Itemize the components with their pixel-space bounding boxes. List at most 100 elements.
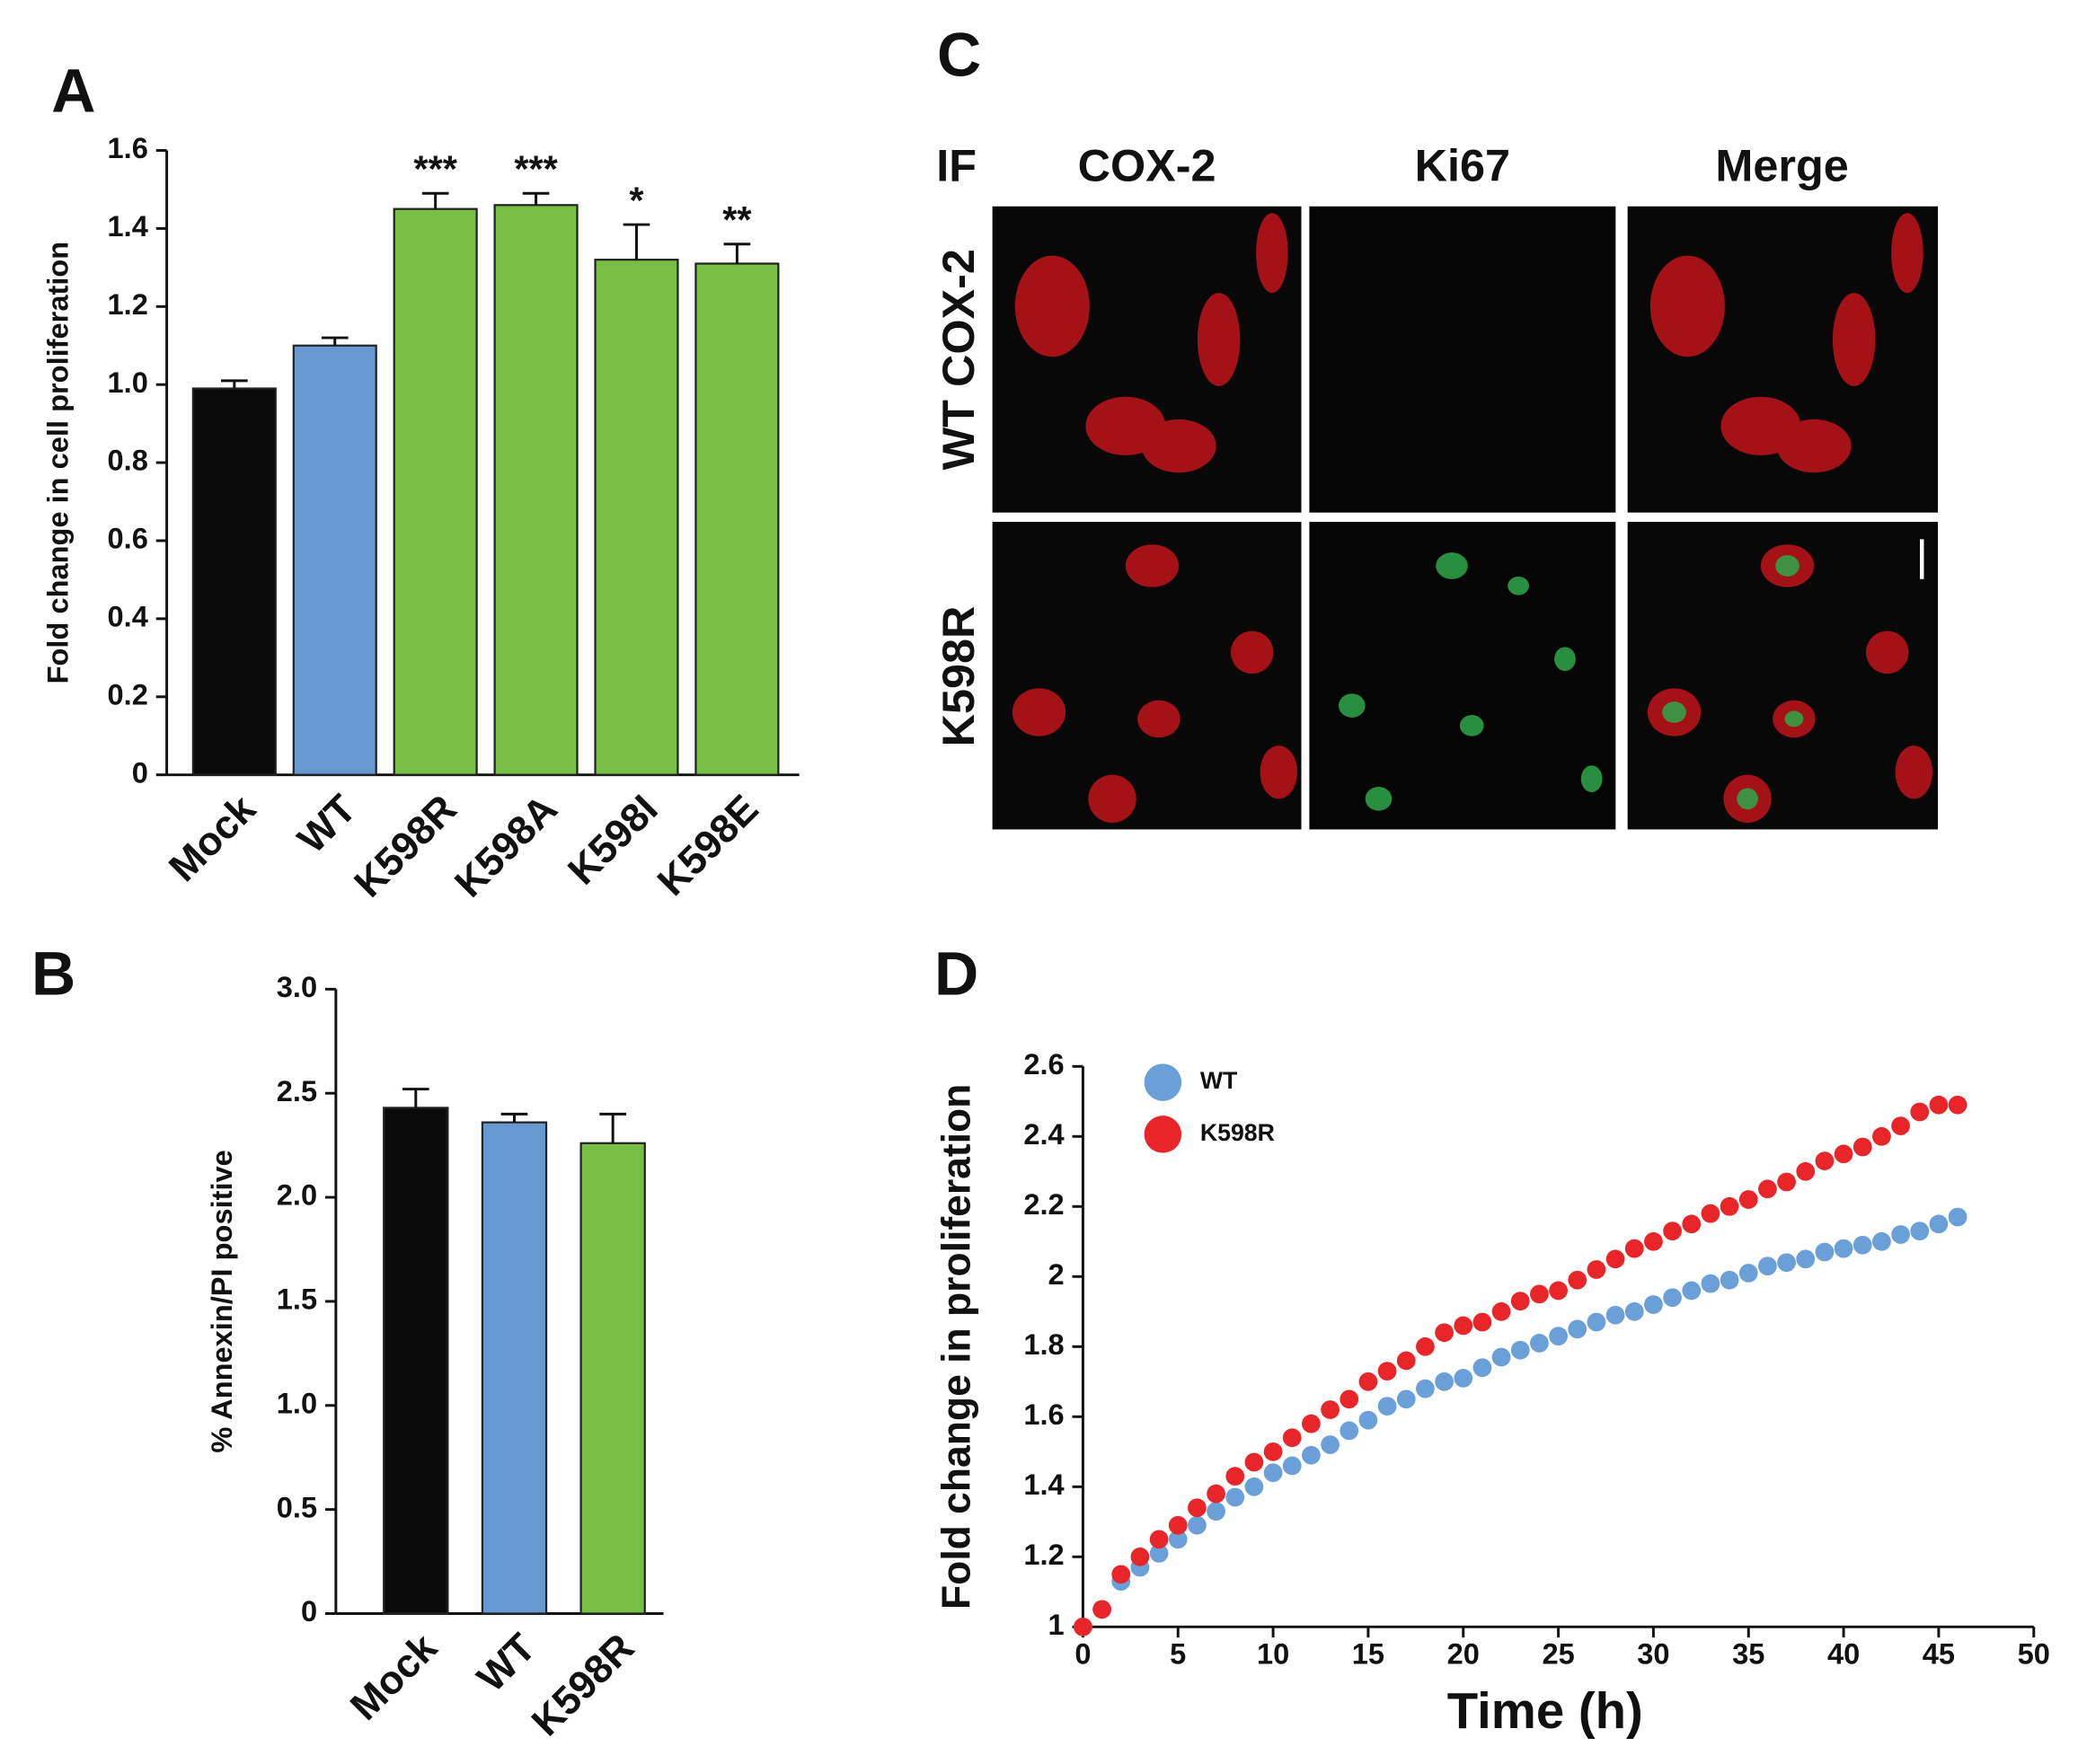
error-bar <box>623 223 650 260</box>
panel-label: B <box>31 939 75 1008</box>
y-tick-label: 2.4 <box>1023 1117 1064 1151</box>
data-point <box>1377 1362 1397 1380</box>
data-point <box>1225 1467 1245 1486</box>
panel-label: D <box>934 939 978 1008</box>
y-tick-label: 1.6 <box>1023 1398 1064 1431</box>
data-point <box>1358 1410 1378 1430</box>
x-tick-label: 50 <box>2018 1637 2050 1671</box>
y-axis-label: Fold change in proliferation <box>934 1084 978 1610</box>
y-tick-label: 1.5 <box>277 1283 317 1316</box>
data-point <box>1891 1116 1910 1135</box>
row-label: K598R <box>933 606 984 747</box>
data-point <box>1738 1264 1758 1283</box>
corner-label: IF <box>936 140 977 191</box>
data-point <box>1472 1312 1492 1332</box>
data-point <box>1207 1502 1225 1521</box>
x-tick-label: K598I <box>560 787 667 894</box>
x-tick-label: 5 <box>1170 1637 1186 1671</box>
data-point <box>1872 1231 1891 1251</box>
data-point <box>1834 1144 1853 1164</box>
y-tick-label: 0.8 <box>108 444 148 477</box>
data-point <box>1549 1327 1568 1345</box>
panel-label: C <box>937 22 981 90</box>
row-label: WT COX-2 <box>933 249 984 470</box>
legend-marker <box>1144 1116 1182 1153</box>
data-point <box>1377 1397 1397 1416</box>
data-point <box>1624 1239 1644 1258</box>
y-tick-label: 1.4 <box>1023 1468 1064 1501</box>
bar <box>579 1142 646 1615</box>
x-tick-label: K598E <box>650 787 767 904</box>
data-point <box>1168 1530 1188 1549</box>
data-point <box>1130 1547 1150 1566</box>
data-point <box>1948 1095 1967 1115</box>
bar <box>292 344 377 776</box>
data-point <box>1530 1334 1549 1353</box>
y-axis-label: Fold change in cell proliferation <box>41 242 75 684</box>
data-point <box>1853 1235 1872 1255</box>
bar <box>594 259 679 776</box>
significance: *** <box>514 148 558 190</box>
y-tick-label: 2.5 <box>277 1074 317 1107</box>
y-tick-label: 1.2 <box>108 287 148 321</box>
error-bar <box>500 1112 528 1123</box>
data-point <box>1454 1316 1473 1336</box>
error-bar <box>522 191 550 206</box>
y-tick-label: 2 <box>1048 1257 1065 1291</box>
x-tick-label: 35 <box>1732 1637 1764 1671</box>
data-point <box>1720 1270 1739 1290</box>
data-point <box>1796 1161 1816 1181</box>
data-point <box>1587 1260 1606 1279</box>
bar <box>383 1107 449 1615</box>
x-tick-label: 20 <box>1447 1637 1480 1671</box>
data-point <box>1948 1207 1967 1227</box>
x-tick-label: K598R <box>346 787 464 905</box>
y-tick-label: 3.0 <box>277 970 317 1003</box>
data-point <box>1225 1487 1245 1507</box>
data-point <box>1701 1204 1720 1223</box>
data-point <box>1758 1179 1777 1199</box>
data-point <box>1872 1126 1891 1146</box>
data-point <box>1510 1340 1530 1360</box>
data-point <box>1796 1249 1816 1269</box>
legend-label: WT <box>1200 1067 1237 1094</box>
data-point <box>1605 1249 1625 1269</box>
data-point <box>1416 1336 1435 1356</box>
data-point <box>1624 1301 1644 1321</box>
data-point <box>1663 1288 1682 1308</box>
data-point <box>1605 1305 1625 1325</box>
y-tick-label: 2.6 <box>1023 1047 1064 1080</box>
x-axis-label: Time (h) <box>1447 1682 1643 1739</box>
data-point <box>1929 1095 1949 1115</box>
data-point <box>1149 1544 1169 1563</box>
data-point <box>1207 1484 1225 1504</box>
data-point <box>1663 1222 1682 1240</box>
data-point <box>1758 1257 1777 1275</box>
data-point <box>1510 1292 1530 1310</box>
data-point <box>1074 1617 1092 1636</box>
bar <box>694 262 780 776</box>
data-point <box>1853 1137 1872 1157</box>
legend-label: K598R <box>1200 1119 1275 1146</box>
y-tick-label: 0 <box>132 755 148 789</box>
data-point <box>1910 1102 1930 1122</box>
data-point <box>1340 1421 1359 1441</box>
data-point <box>1777 1172 1796 1192</box>
data-point <box>1263 1442 1283 1461</box>
data-point <box>1834 1239 1853 1258</box>
bar <box>493 204 579 776</box>
data-point <box>1644 1295 1663 1314</box>
x-tick-label: WT <box>469 1626 544 1701</box>
data-point <box>1435 1323 1454 1343</box>
data-point <box>1340 1389 1359 1409</box>
data-point <box>1321 1400 1340 1419</box>
data-point <box>1682 1281 1702 1301</box>
data-point <box>1587 1312 1606 1332</box>
micrographs <box>992 206 1939 830</box>
y-tick-label: 0.5 <box>277 1490 317 1523</box>
data-point <box>1416 1379 1435 1398</box>
y-tick-label: 1.2 <box>1023 1538 1064 1571</box>
data-point <box>1302 1414 1321 1433</box>
data-point <box>1263 1463 1283 1483</box>
data-point <box>1815 1151 1835 1170</box>
